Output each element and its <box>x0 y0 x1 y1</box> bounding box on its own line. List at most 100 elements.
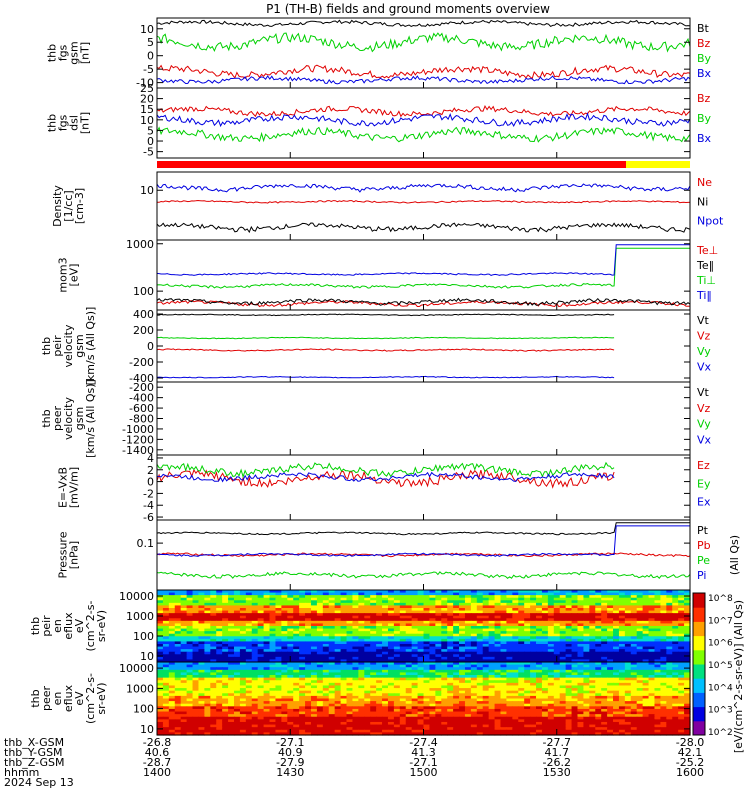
heatmap-cell <box>589 701 596 705</box>
heatmap-cell <box>524 595 531 599</box>
heatmap-cell <box>684 701 691 705</box>
heatmap-cell <box>364 656 371 661</box>
heatmap-cell <box>601 688 608 692</box>
heatmap-cell <box>441 626 448 630</box>
heatmap-cell <box>464 620 472 625</box>
heatmap-cell <box>334 613 342 617</box>
heatmap-cell <box>293 618 300 622</box>
heatmap-cell <box>447 682 454 687</box>
heatmap-cell <box>370 659 377 663</box>
heatmap-cell <box>660 646 667 650</box>
heatmap-cell <box>233 721 241 726</box>
heatmap-cell <box>536 597 543 601</box>
heatmap-cell <box>571 695 579 700</box>
heatmap-cell <box>352 677 359 681</box>
heatmap-cell <box>613 615 620 619</box>
heatmap-cell <box>642 682 650 687</box>
heatmap-cell <box>423 716 431 720</box>
heatmap-cell <box>287 711 294 715</box>
heatmap-cell <box>541 641 549 645</box>
heatmap-cell <box>228 680 235 684</box>
heatmap-cell <box>393 664 401 668</box>
heatmap-cell <box>257 631 265 635</box>
heatmap-cell <box>210 714 217 718</box>
heatmap-cell <box>328 659 336 663</box>
heatmap-cell <box>666 626 673 630</box>
heatmap-cell <box>316 695 324 700</box>
heatmap-cell <box>500 597 508 601</box>
heatmap-cell <box>370 703 377 707</box>
heatmap-cell <box>186 682 194 687</box>
heatmap-cell <box>334 669 342 674</box>
heatmap-cell <box>506 641 513 645</box>
heatmap-cell <box>204 649 211 653</box>
heatmap-cell <box>559 608 567 612</box>
heatmap-cell <box>648 597 656 601</box>
heatmap-cell <box>216 680 223 684</box>
heatmap-cell <box>476 644 484 648</box>
heatmap-cell <box>257 654 265 658</box>
heatmap-cell <box>571 649 579 653</box>
heatmap-cell <box>263 711 271 715</box>
heatmap-cell <box>559 662 567 666</box>
heatmap-cell <box>222 656 229 661</box>
heatmap-cell <box>186 592 194 596</box>
heatmap-cell <box>299 631 306 635</box>
heatmap-cell <box>192 651 200 655</box>
heatmap-cell <box>618 608 626 612</box>
heatmap-cell <box>364 714 371 718</box>
heatmap-cell <box>263 638 271 643</box>
heatmap-cell <box>541 615 549 619</box>
heatmap-cell <box>506 644 513 648</box>
heatmap-cell <box>630 677 638 681</box>
heatmap-cell <box>607 714 614 718</box>
heatmap-cell <box>506 597 513 601</box>
heatmap-cell <box>316 701 324 705</box>
heatmap-cell <box>204 706 211 710</box>
heatmap-cell <box>417 685 425 689</box>
heatmap-cell <box>192 698 200 702</box>
heatmap-cell <box>352 714 359 718</box>
heatmap-cell <box>630 682 638 687</box>
heatmap-cell <box>500 654 508 658</box>
heatmap-cell <box>157 680 164 684</box>
heatmap-cell <box>464 633 472 637</box>
heatmap-cell <box>530 600 537 604</box>
heatmap-cell <box>589 714 596 718</box>
heatmap-cell <box>435 631 442 635</box>
heatmap-cell <box>316 628 324 632</box>
heatmap-cell <box>310 620 318 625</box>
heatmap-cell <box>672 646 679 650</box>
heatmap-cell <box>305 716 312 720</box>
heatmap-cell <box>684 693 691 697</box>
heatmap-cell <box>287 641 294 645</box>
heatmap-cell <box>624 631 632 635</box>
heatmap-cell <box>447 613 454 617</box>
heatmap-cell <box>245 656 253 661</box>
heatmap-cell <box>174 610 182 614</box>
heatmap-cell <box>287 633 294 637</box>
heatmap-cell <box>423 631 431 635</box>
heatmap-cell <box>204 659 211 663</box>
heatmap-cell <box>459 672 466 676</box>
heatmap-cell <box>530 610 537 614</box>
heatmap-cell <box>399 623 407 627</box>
heatmap-cell <box>186 690 194 694</box>
heatmap-cell <box>376 685 383 689</box>
heatmap-cell <box>245 682 253 687</box>
heatmap-cell <box>601 649 608 653</box>
heatmap-cell <box>530 646 537 650</box>
heatmap-cell <box>618 701 626 705</box>
heatmap-cell <box>470 721 478 726</box>
heatmap-cell <box>630 672 638 676</box>
heatmap-cell <box>168 615 176 619</box>
heatmap-cell <box>370 605 377 609</box>
heatmap-cell <box>281 693 288 697</box>
heatmap-cell <box>162 602 170 607</box>
heatmap-cell <box>577 698 584 702</box>
heatmap-cell <box>299 615 306 619</box>
heatmap-cell <box>340 638 348 643</box>
panel-velocity2: -200-400-600-800-1000-1200-1400thbpeerve… <box>40 379 712 458</box>
heatmap-cell <box>553 636 561 640</box>
heatmap-cell <box>464 649 472 653</box>
